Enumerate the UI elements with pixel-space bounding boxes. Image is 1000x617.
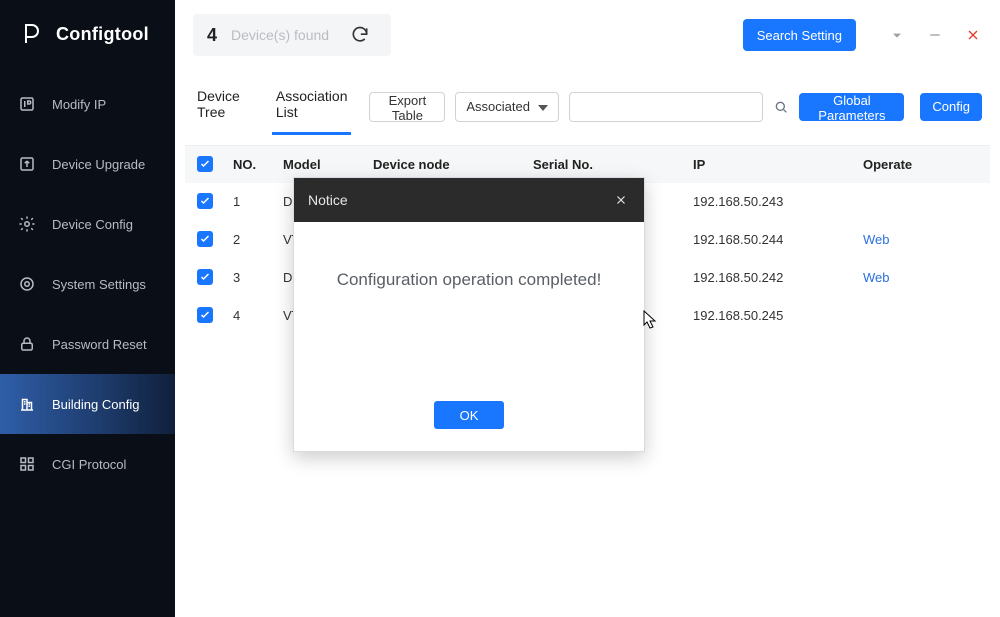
devices-count: 4 <box>207 25 217 46</box>
sidebar-item-label: Device Config <box>52 217 133 232</box>
tab-device-tree[interactable]: Device Tree <box>193 78 248 135</box>
cell-ip: 192.168.50.245 <box>685 297 855 335</box>
select-all-checkbox[interactable] <box>185 146 225 183</box>
cell-no: 1 <box>225 183 275 221</box>
cell-operate <box>855 183 990 221</box>
search-input[interactable] <box>569 92 763 122</box>
col-ip: IP <box>685 146 855 183</box>
sidebar-item-device-upgrade[interactable]: Device Upgrade <box>0 134 175 194</box>
modal-close-icon[interactable] <box>612 191 630 209</box>
cell-no: 3 <box>225 259 275 297</box>
minimize-icon[interactable] <box>926 26 944 44</box>
sidebar-item-label: Building Config <box>52 397 139 412</box>
upgrade-icon <box>18 155 36 173</box>
sidebar-nav: Modify IP Device Upgrade Device Config S… <box>0 74 175 494</box>
lock-icon <box>18 335 36 353</box>
modal-body: Configuration operation completed! OK <box>294 222 644 451</box>
row-checkbox[interactable] <box>185 183 225 221</box>
web-link[interactable]: Web <box>863 232 890 247</box>
sidebar-item-system-settings[interactable]: System Settings <box>0 254 175 314</box>
filter-select[interactable]: Associated <box>455 92 559 122</box>
sidebar-item-label: Password Reset <box>52 337 147 352</box>
sidebar-item-label: Device Upgrade <box>52 157 145 172</box>
devices-found-label: Device(s) found <box>231 27 329 43</box>
search-setting-button[interactable]: Search Setting <box>743 19 856 51</box>
cursor-icon <box>643 310 657 330</box>
export-table-button[interactable]: Export Table <box>369 92 445 122</box>
notice-modal: Notice Configuration operation completed… <box>293 177 645 452</box>
cell-operate: Web <box>855 221 990 259</box>
cell-no: 4 <box>225 297 275 335</box>
sidebar-item-device-config[interactable]: Device Config <box>0 194 175 254</box>
modal-header: Notice <box>294 178 644 222</box>
cell-operate: Web <box>855 259 990 297</box>
refresh-button[interactable] <box>343 18 377 52</box>
sidebar-item-label: System Settings <box>52 277 146 292</box>
sidebar-item-building-config[interactable]: Building Config <box>0 374 175 434</box>
config-button[interactable]: Config <box>920 93 982 121</box>
col-operate: Operate <box>855 146 990 183</box>
web-link[interactable]: Web <box>863 270 890 285</box>
modal-ok-button[interactable]: OK <box>434 401 504 429</box>
global-parameters-button[interactable]: Global Parameters <box>799 93 904 121</box>
row-checkbox[interactable] <box>185 259 225 297</box>
window-controls <box>888 26 982 44</box>
sidebar: Configtool Modify IP Device Upgrade Devi… <box>0 0 175 617</box>
tabs: Device Tree Association List <box>193 78 351 135</box>
cell-no: 2 <box>225 221 275 259</box>
ip-icon <box>18 95 36 113</box>
collapse-icon[interactable] <box>888 26 906 44</box>
sidebar-item-cgi-protocol[interactable]: CGI Protocol <box>0 434 175 494</box>
gear-icon <box>18 215 36 233</box>
brand: Configtool <box>0 0 175 64</box>
cell-ip: 192.168.50.242 <box>685 259 855 297</box>
row-checkbox[interactable] <box>185 297 225 335</box>
cell-ip: 192.168.50.244 <box>685 221 855 259</box>
row-checkbox[interactable] <box>185 221 225 259</box>
cell-ip: 192.168.50.243 <box>685 183 855 221</box>
sidebar-item-modify-ip[interactable]: Modify IP <box>0 74 175 134</box>
settings-icon <box>18 275 36 293</box>
topbar: 4 Device(s) found Search Setting <box>175 0 1000 70</box>
sidebar-item-password-reset[interactable]: Password Reset <box>0 314 175 374</box>
chevron-down-icon <box>538 99 548 114</box>
sidebar-item-label: CGI Protocol <box>52 457 126 472</box>
building-icon <box>18 395 36 413</box>
modal-title: Notice <box>308 192 348 208</box>
cell-operate <box>855 297 990 335</box>
col-no: NO. <box>225 146 275 183</box>
filter-selected-label: Associated <box>466 99 530 114</box>
toolbar: Device Tree Association List Export Tabl… <box>175 70 1000 135</box>
brand-logo-icon <box>20 22 44 46</box>
brand-title: Configtool <box>56 24 149 45</box>
sidebar-item-label: Modify IP <box>52 97 106 112</box>
modal-message: Configuration operation completed! <box>337 270 602 290</box>
grid-icon <box>18 455 36 473</box>
tab-association-list[interactable]: Association List <box>272 78 352 135</box>
search-icon[interactable] <box>773 92 789 122</box>
devices-found-pill: 4 Device(s) found <box>193 14 391 56</box>
close-icon[interactable] <box>964 26 982 44</box>
